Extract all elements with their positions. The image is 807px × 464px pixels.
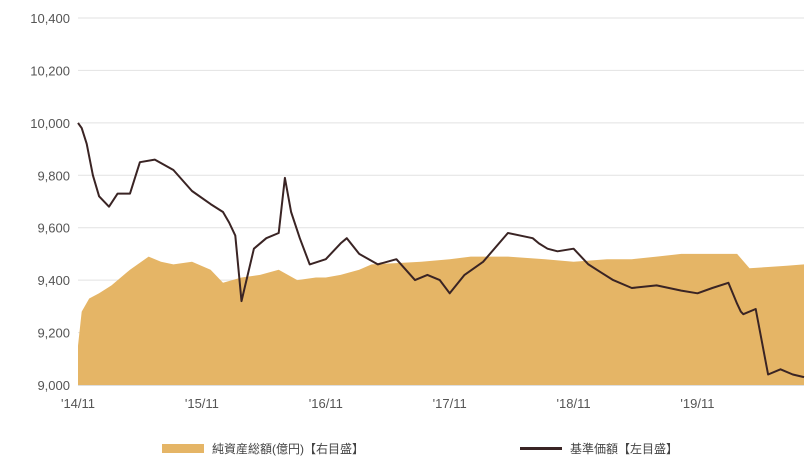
net-assets-area: [78, 253, 804, 385]
y-tick-label: 9,800: [37, 168, 70, 183]
y-tick-label: 10,200: [30, 63, 70, 78]
x-tick-label: '19/11: [680, 396, 714, 411]
legend-label-net-assets: 純資産総額(億円)【右目盛】: [212, 442, 364, 456]
y-tick-label: 9,400: [37, 273, 70, 288]
left-axis-tick-labels: 9,000 9,200 9,400 9,600 9,800 10,000 10,200 10,…: [30, 11, 70, 393]
y-tick-label: 10,000: [30, 116, 70, 131]
legend-swatch-area: [162, 444, 204, 453]
x-tick-label: '16/11: [309, 396, 343, 411]
y-tick-label: 9,200: [37, 326, 70, 341]
combo-chart: 9,000 9,200 9,400 9,600 9,800 10,000 10,200 10,…: [30, 11, 805, 411]
legend-item-nav: 基準価額【左目盛】: [520, 440, 678, 457]
y-tick-label: 9,600: [37, 221, 70, 236]
x-tick-label: '14/11: [61, 396, 95, 411]
legend-swatch-line: [520, 447, 562, 450]
net-assets-area-layer: [78, 253, 804, 385]
x-tick-label: '15/11: [185, 396, 219, 411]
y-tick-label: 10,400: [30, 11, 70, 26]
x-tick-label: '18/11: [557, 396, 591, 411]
nav-line: [77, 122, 805, 379]
x-axis-tick-labels: '14/11 '15/11 '16/11 '17/11 '18/11 '19/11: [61, 396, 715, 411]
x-tick-label: '17/11: [433, 396, 467, 411]
legend-item-net-assets: 純資産総額(億円)【右目盛】: [162, 440, 364, 457]
legend-label-nav: 基準価額【左目盛】: [570, 442, 679, 456]
nav-line-layer: [77, 122, 805, 379]
y-tick-label: 9,000: [37, 378, 70, 393]
